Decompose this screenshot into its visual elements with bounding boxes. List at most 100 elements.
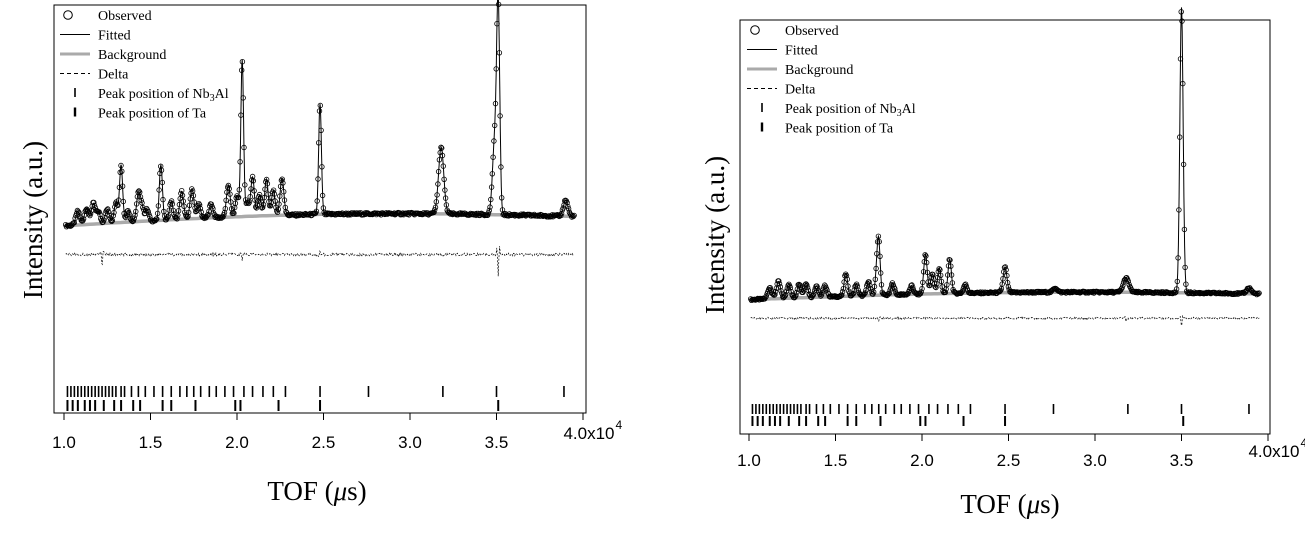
legend: Observed Fitted Background Delta Peak positi… xyxy=(747,24,916,137)
observed-point xyxy=(1180,80,1186,87)
observed-point xyxy=(275,206,281,213)
observed-point xyxy=(108,217,114,224)
observed-point xyxy=(221,209,228,216)
observed-point xyxy=(910,284,916,290)
observed-point xyxy=(205,211,211,218)
observed-point xyxy=(1174,278,1180,285)
x-tick-label: 1.0 xyxy=(52,433,76,452)
observed-point xyxy=(186,202,193,208)
observed-point xyxy=(435,181,441,187)
observed-point xyxy=(184,214,190,220)
x-tick-label: 1.0 xyxy=(737,451,761,470)
observed-point xyxy=(131,215,137,221)
x-tick-label: 3.0 xyxy=(398,433,422,452)
observed-point xyxy=(173,215,179,221)
x-tick-label: 2.5 xyxy=(997,451,1021,470)
observed-point xyxy=(1169,290,1176,297)
observed-point xyxy=(176,201,183,208)
observed-point xyxy=(938,278,945,285)
observed-point xyxy=(937,267,943,273)
observed-point xyxy=(76,209,82,216)
observed-point xyxy=(251,188,257,194)
observed-point xyxy=(1005,284,1012,290)
observed-point xyxy=(878,282,885,288)
observed-point xyxy=(270,187,277,193)
observed-point xyxy=(442,187,448,193)
observed-point xyxy=(438,144,444,150)
legend-symbol-observed xyxy=(750,25,760,35)
observed-point xyxy=(489,171,495,177)
observed-point xyxy=(169,201,176,207)
observed-point xyxy=(250,178,256,184)
observed-point xyxy=(96,209,102,215)
observed-point xyxy=(145,209,151,215)
observed-point xyxy=(794,289,800,296)
x-tick-exponent: 4 xyxy=(616,418,623,432)
legend-label: Observed xyxy=(785,24,839,39)
observed-point xyxy=(948,263,954,269)
observed-point xyxy=(126,212,133,218)
observed-point xyxy=(281,197,288,203)
observed-point xyxy=(252,197,258,203)
observed-point xyxy=(165,213,172,219)
observed-point xyxy=(492,100,499,107)
x-tick-label: 1.5 xyxy=(824,451,848,470)
observed-point xyxy=(122,213,128,220)
observed-point xyxy=(196,202,203,208)
observed-point xyxy=(116,184,123,191)
observed-point xyxy=(945,263,952,269)
observed-point xyxy=(945,272,951,278)
observed-point xyxy=(942,289,949,295)
observed-point xyxy=(197,205,204,212)
observed-point xyxy=(247,193,253,200)
observed-point xyxy=(1183,281,1189,287)
observed-point xyxy=(944,282,950,288)
observed-point xyxy=(1173,289,1179,295)
x-tick-label: 1.5 xyxy=(139,433,163,452)
observed-point xyxy=(839,292,845,298)
observed-point xyxy=(1173,286,1180,292)
observed-point xyxy=(265,191,271,197)
observed-point xyxy=(485,212,491,218)
observed-point xyxy=(222,205,228,212)
observed-point xyxy=(933,284,939,291)
observed-point xyxy=(119,183,126,189)
observed-point xyxy=(948,272,955,278)
observed-point xyxy=(495,1,502,8)
legend-label: Observed xyxy=(98,9,152,24)
observed-point xyxy=(262,186,268,192)
observed-point xyxy=(281,188,287,195)
observed-point xyxy=(919,286,925,292)
observed-point xyxy=(137,194,144,200)
observed-point xyxy=(105,209,112,215)
observed-point xyxy=(174,216,180,222)
observed-point xyxy=(488,184,495,190)
observed-point xyxy=(238,112,244,118)
observed-point xyxy=(319,192,326,199)
observed-point xyxy=(772,291,778,298)
observed-point xyxy=(840,286,847,292)
observed-point xyxy=(254,202,260,208)
observed-point xyxy=(271,191,278,197)
observed-point xyxy=(313,208,320,214)
observed-point xyxy=(861,291,868,297)
ta-peak-ticks xyxy=(66,400,500,411)
observed-point xyxy=(843,272,850,279)
observed-point xyxy=(226,185,232,192)
delta-line xyxy=(750,314,1260,327)
observed-point xyxy=(1181,226,1188,233)
svg-text:TOF (μs): TOF (μs) xyxy=(267,476,366,506)
observed-point xyxy=(259,205,265,211)
observed-point xyxy=(776,281,783,287)
observed-point xyxy=(119,168,125,174)
observed-point xyxy=(319,164,325,170)
observed-point xyxy=(196,200,202,207)
observed-point xyxy=(999,281,1005,287)
observed-point xyxy=(1175,255,1181,261)
observed-point xyxy=(316,140,322,146)
legend-label: Fitted xyxy=(785,44,818,59)
observed-point xyxy=(272,198,278,204)
observed-point xyxy=(157,170,163,177)
observed-point xyxy=(435,168,442,175)
observed-point xyxy=(804,284,811,291)
